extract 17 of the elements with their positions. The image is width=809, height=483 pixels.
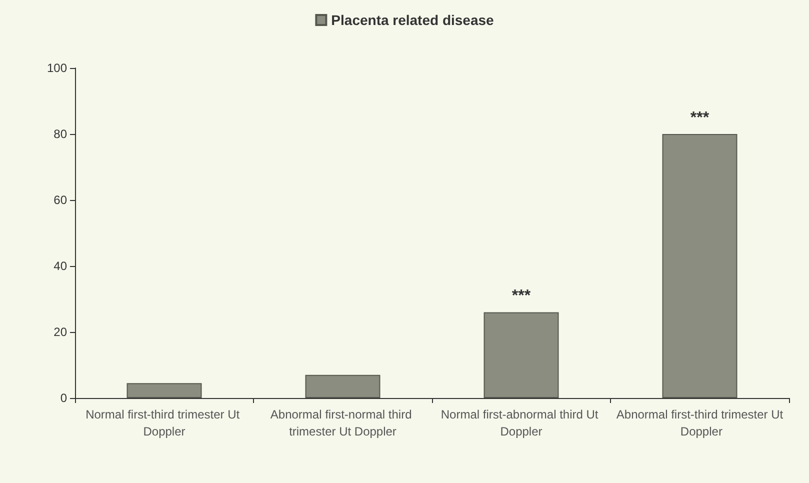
y-tick-label: 20 xyxy=(54,325,68,339)
x-tick-label: Normal first-third trimester Ut Doppler xyxy=(86,408,243,438)
y-tick-label: 80 xyxy=(54,127,68,141)
bar xyxy=(305,374,380,398)
bar xyxy=(126,383,202,398)
y-tick-label: 100 xyxy=(46,61,68,75)
legend-label: Placenta related disease xyxy=(331,12,494,28)
x-tick-label: Abnormal first-third trimester Ut Doppler xyxy=(616,408,784,438)
y-tick-label: 60 xyxy=(54,193,68,207)
bar xyxy=(484,312,559,398)
y-tick-label: 0 xyxy=(60,391,68,405)
bar xyxy=(662,134,738,398)
x-tick-label: Abnormal first-normal third trimester Ut Doppler xyxy=(270,408,416,438)
annotation: *** xyxy=(690,110,710,126)
x-tick-label: Normal first-abnormal third Ut Doppler xyxy=(440,408,602,438)
annotation: *** xyxy=(512,288,532,305)
y-tick-label: 40 xyxy=(54,259,68,273)
